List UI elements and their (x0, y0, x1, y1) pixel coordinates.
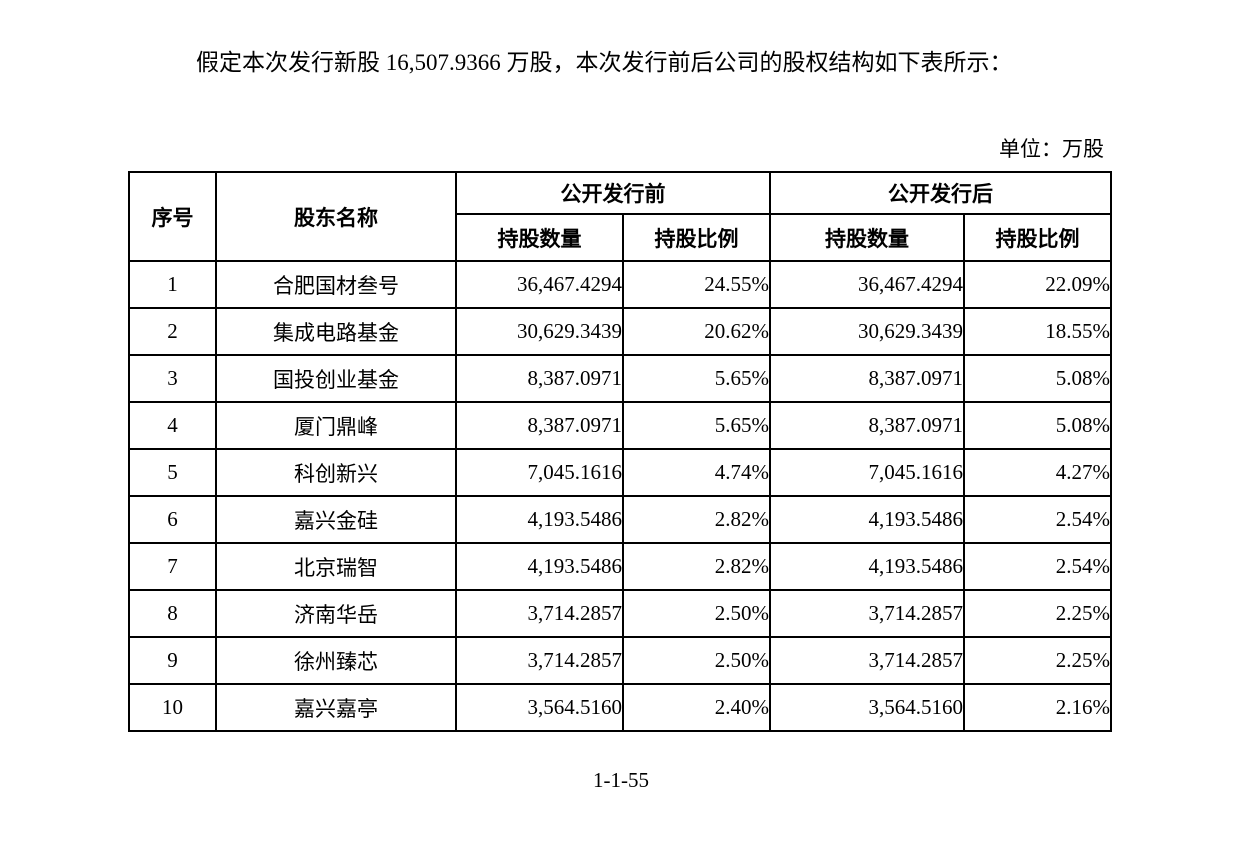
cell-index: 5 (128, 448, 217, 497)
cell-post-ratio: 5.08% (963, 354, 1112, 403)
cell-index: 9 (128, 636, 217, 685)
cell-shareholder: 科创新兴 (215, 448, 457, 497)
cell-pre-ratio: 2.40% (622, 683, 771, 732)
header-sub-row: 持股数量 持股比例 持股数量 持股比例 (129, 213, 1112, 262)
intro-paragraph: 假定本次发行新股 16,507.9366 万股，本次发行前后公司的股权结构如下表… (196, 50, 1013, 75)
cell-pre-ratio: 20.62% (622, 307, 771, 356)
table-row: 3 国投创业基金 8,387.0971 5.65% 8,387.0971 5.0… (128, 354, 1112, 403)
cell-post-quantity: 8,387.0971 (769, 401, 965, 450)
cell-post-quantity: 4,193.5486 (769, 495, 965, 544)
header-group-pre-offering: 公开发行前 (455, 171, 771, 215)
cell-post-quantity: 30,629.3439 (769, 307, 965, 356)
table-row: 5 科创新兴 7,045.1616 4.74% 7,045.1616 4.27% (128, 448, 1112, 497)
header-pre-ratio: 持股比例 (622, 213, 771, 262)
table-row: 9 徐州臻芯 3,714.2857 2.50% 3,714.2857 2.25% (128, 636, 1112, 685)
cell-pre-ratio: 2.50% (622, 636, 771, 685)
cell-index: 6 (128, 495, 217, 544)
cell-pre-quantity: 7,045.1616 (455, 448, 624, 497)
cell-post-ratio: 5.08% (963, 401, 1112, 450)
cell-index: 8 (128, 589, 217, 638)
cell-post-ratio: 2.25% (963, 636, 1112, 685)
cell-pre-quantity: 3,714.2857 (455, 589, 624, 638)
table-body: 1 合肥国材叁号 36,467.4294 24.55% 36,467.4294 … (128, 260, 1112, 732)
table-header: 序号 股东名称 公开发行前 公开发行后 持股数量 持股比例 持股数量 持股比例 (128, 171, 1112, 262)
cell-pre-ratio: 4.74% (622, 448, 771, 497)
cell-post-ratio: 2.16% (963, 683, 1112, 732)
cell-post-quantity: 36,467.4294 (769, 260, 965, 309)
cell-pre-quantity: 3,564.5160 (455, 683, 624, 732)
cell-pre-quantity: 4,193.5486 (455, 542, 624, 591)
cell-shareholder: 集成电路基金 (215, 307, 457, 356)
cell-pre-quantity: 30,629.3439 (455, 307, 624, 356)
cell-pre-ratio: 5.65% (622, 401, 771, 450)
cell-post-quantity: 3,714.2857 (769, 589, 965, 638)
cell-pre-ratio: 5.65% (622, 354, 771, 403)
cell-post-quantity: 8,387.0971 (769, 354, 965, 403)
cell-shareholder: 嘉兴金硅 (215, 495, 457, 544)
header-group-post-offering: 公开发行后 (769, 171, 1112, 215)
cell-post-ratio: 18.55% (963, 307, 1112, 356)
cell-pre-ratio: 2.82% (622, 542, 771, 591)
header-index: 序号 (128, 171, 217, 262)
cell-pre-quantity: 8,387.0971 (455, 401, 624, 450)
table-row: 4 厦门鼎峰 8,387.0971 5.65% 8,387.0971 5.08% (128, 401, 1112, 450)
cell-shareholder: 合肥国材叁号 (215, 260, 457, 309)
cell-shareholder: 徐州臻芯 (215, 636, 457, 685)
cell-index: 10 (128, 683, 217, 732)
header-pre-quantity: 持股数量 (455, 213, 624, 262)
cell-post-ratio: 2.54% (963, 542, 1112, 591)
header-post-quantity: 持股数量 (769, 213, 965, 262)
cell-index: 1 (128, 260, 217, 309)
table-row: 1 合肥国材叁号 36,467.4294 24.55% 36,467.4294 … (128, 260, 1112, 309)
cell-post-quantity: 4,193.5486 (769, 542, 965, 591)
cell-shareholder: 国投创业基金 (215, 354, 457, 403)
cell-post-quantity: 7,045.1616 (769, 448, 965, 497)
header-post-ratio: 持股比例 (963, 213, 1112, 262)
unit-label: 单位：万股 (999, 137, 1104, 161)
shareholding-table: 序号 股东名称 公开发行前 公开发行后 持股数量 持股比例 持股数量 持股比例 … (128, 171, 1112, 732)
cell-pre-quantity: 36,467.4294 (455, 260, 624, 309)
cell-pre-quantity: 4,193.5486 (455, 495, 624, 544)
cell-pre-quantity: 8,387.0971 (455, 354, 624, 403)
table-row: 2 集成电路基金 30,629.3439 20.62% 30,629.3439 … (128, 307, 1112, 356)
cell-index: 7 (128, 542, 217, 591)
cell-post-ratio: 22.09% (963, 260, 1112, 309)
cell-post-quantity: 3,714.2857 (769, 636, 965, 685)
cell-shareholder: 厦门鼎峰 (215, 401, 457, 450)
cell-post-quantity: 3,564.5160 (769, 683, 965, 732)
cell-shareholder: 嘉兴嘉亭 (215, 683, 457, 732)
cell-pre-ratio: 2.50% (622, 589, 771, 638)
table-row: 6 嘉兴金硅 4,193.5486 2.82% 4,193.5486 2.54% (128, 495, 1112, 544)
cell-post-ratio: 4.27% (963, 448, 1112, 497)
cell-index: 2 (128, 307, 217, 356)
table-row: 7 北京瑞智 4,193.5486 2.82% 4,193.5486 2.54% (128, 542, 1112, 591)
page-number: 1-1-55 (593, 768, 649, 792)
cell-pre-ratio: 2.82% (622, 495, 771, 544)
cell-pre-ratio: 24.55% (622, 260, 771, 309)
cell-index: 4 (128, 401, 217, 450)
cell-post-ratio: 2.54% (963, 495, 1112, 544)
cell-pre-quantity: 3,714.2857 (455, 636, 624, 685)
cell-shareholder: 济南华岳 (215, 589, 457, 638)
cell-shareholder: 北京瑞智 (215, 542, 457, 591)
table-row: 10 嘉兴嘉亭 3,564.5160 2.40% 3,564.5160 2.16… (128, 683, 1112, 732)
table-row: 8 济南华岳 3,714.2857 2.50% 3,714.2857 2.25% (128, 589, 1112, 638)
cell-index: 3 (128, 354, 217, 403)
cell-post-ratio: 2.25% (963, 589, 1112, 638)
header-shareholder-name: 股东名称 (215, 171, 457, 262)
header-group-row: 序号 股东名称 公开发行前 公开发行后 (128, 171, 1112, 262)
